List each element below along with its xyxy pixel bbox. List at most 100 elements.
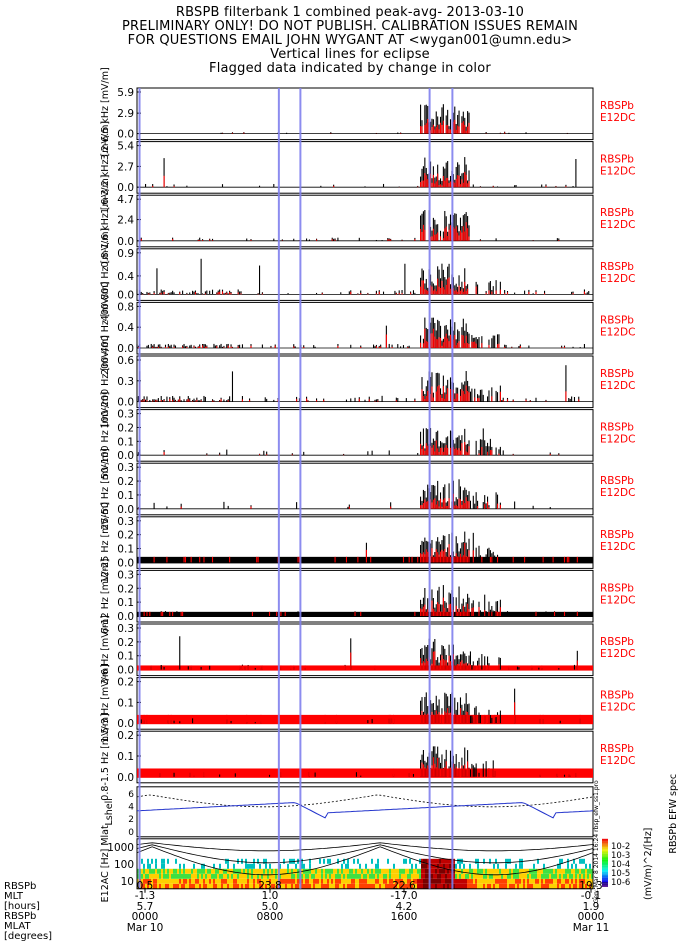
spectrogram-cell [519, 883, 521, 889]
spectrogram-cell [403, 868, 405, 874]
panel-tag-channel: E12DC [600, 541, 635, 553]
spectrogram-cell [201, 863, 203, 869]
spectrogram-cell [517, 883, 519, 889]
spectrogram-cell [327, 878, 329, 884]
spectrogram-cell [497, 873, 499, 879]
spectrogram-cell [317, 873, 319, 879]
spectrogram-cell [543, 878, 545, 884]
spectrogram-cell [489, 883, 491, 889]
spectrogram-cell [433, 868, 435, 874]
y-tick-label: 0.2 [117, 730, 134, 742]
spectrogram-cell [365, 873, 367, 879]
spectrogram-cell [155, 883, 157, 889]
spectrogram-cell [457, 873, 459, 879]
spectrogram-cell [475, 858, 477, 864]
spectrogram-cell [151, 868, 153, 874]
spectrogram-cell [273, 868, 275, 874]
colorbar-cell [602, 883, 608, 885]
spectrogram-cell [225, 868, 227, 874]
panel-tag-probe: RBSPb [600, 529, 634, 541]
spectrogram-cell [197, 873, 199, 879]
spectrogram-cell [239, 878, 241, 884]
spectrogram-cell [521, 868, 523, 874]
spectrogram-cell [301, 883, 303, 889]
spectrogram-cell [249, 868, 251, 874]
colorbar-cell [602, 864, 608, 866]
spectrogram-cell [443, 873, 445, 879]
spectrogram-cell [509, 858, 511, 864]
spectrogram-cell [431, 868, 433, 874]
panel-frame [136, 677, 594, 730]
panel-tag-channel: E12DC [600, 702, 635, 714]
spectrogram-cell [307, 883, 309, 889]
spectrogram-cell [161, 863, 163, 869]
spectrogram-cell [327, 858, 329, 864]
spectrogram-cell [271, 878, 273, 884]
mlt-value: 22.6 [392, 880, 416, 892]
spectrogram-cell [149, 868, 151, 874]
spectrogram-cell [581, 858, 583, 864]
panel-tag-channel: E12DC [600, 112, 635, 124]
spectrogram-cell [207, 873, 209, 879]
spectrogram-cell [549, 868, 551, 874]
spectrogram-cell [399, 873, 401, 879]
spectrogram-cell [309, 878, 311, 884]
spectrogram-cell [319, 868, 321, 874]
spectrogram-cell [243, 878, 245, 884]
spectrogram-cell [521, 873, 523, 879]
spectrogram-cell [171, 883, 173, 889]
spectrogram-cell [143, 883, 145, 889]
spectrogram-cell [487, 878, 489, 884]
spectrogram-cell [515, 863, 517, 869]
spectrogram-cell [511, 883, 513, 889]
spectrogram-cell [581, 883, 583, 889]
spectrogram-cell [263, 873, 265, 879]
spectrogram-cell [291, 873, 293, 879]
spectrogram-cell [363, 868, 365, 874]
spectrogram-cell [349, 878, 351, 884]
spectrogram-cell [295, 878, 297, 884]
spectrogram-cell [587, 868, 589, 874]
spectrogram-cell [449, 878, 451, 884]
spectrogram-cell [377, 868, 379, 874]
spectrogram-cell [437, 863, 439, 869]
panel-tag-probe: RBSPb [600, 368, 634, 380]
spectrogram-cell [441, 873, 443, 879]
spectrogram-cell [283, 868, 285, 874]
spectrogram-cell [155, 878, 157, 884]
spectrogram-cell [411, 883, 413, 889]
spectrogram-cell [445, 863, 447, 869]
spectrogram-cell [165, 878, 167, 884]
spectrogram-cell [561, 858, 563, 864]
spectrogram-cell [575, 863, 577, 869]
spectrogram-cell [255, 883, 257, 889]
spectrogram-cell [393, 868, 395, 874]
spectrogram-cell [565, 873, 567, 879]
spectrogram-cell [581, 878, 583, 884]
spectrogram-cell [589, 873, 591, 879]
average-floor-band [137, 768, 593, 778]
lshell-frame [136, 786, 594, 838]
spectrogram-cell [403, 873, 405, 879]
spectrogram-cell [583, 873, 585, 879]
spectrogram-cell [427, 868, 429, 874]
spectrogram-cell [441, 883, 443, 889]
spectrogram-cell [361, 878, 363, 884]
y-tick-label: 0.2 [117, 476, 134, 488]
spectrogram-cell [447, 863, 449, 869]
spectrogram-cell [443, 878, 445, 884]
spectrogram-cell [491, 873, 493, 879]
spectrogram-cell [585, 873, 587, 879]
spectrogram-cell [479, 868, 481, 874]
spectrogram-cell [505, 883, 507, 889]
spectrogram-ylabel: E12AC [Hz] Mlat [100, 825, 111, 902]
spectrogram-cell [559, 868, 561, 874]
spectrogram-cell [259, 868, 261, 874]
spectrogram-cell [205, 873, 207, 879]
spectrogram-cell [553, 868, 555, 874]
spectrogram-cell [307, 868, 309, 874]
spectrogram-cell [203, 863, 205, 869]
spectrogram-cell [475, 883, 477, 889]
spectrogram-cell [265, 883, 267, 889]
spectrogram-cell [227, 873, 229, 879]
